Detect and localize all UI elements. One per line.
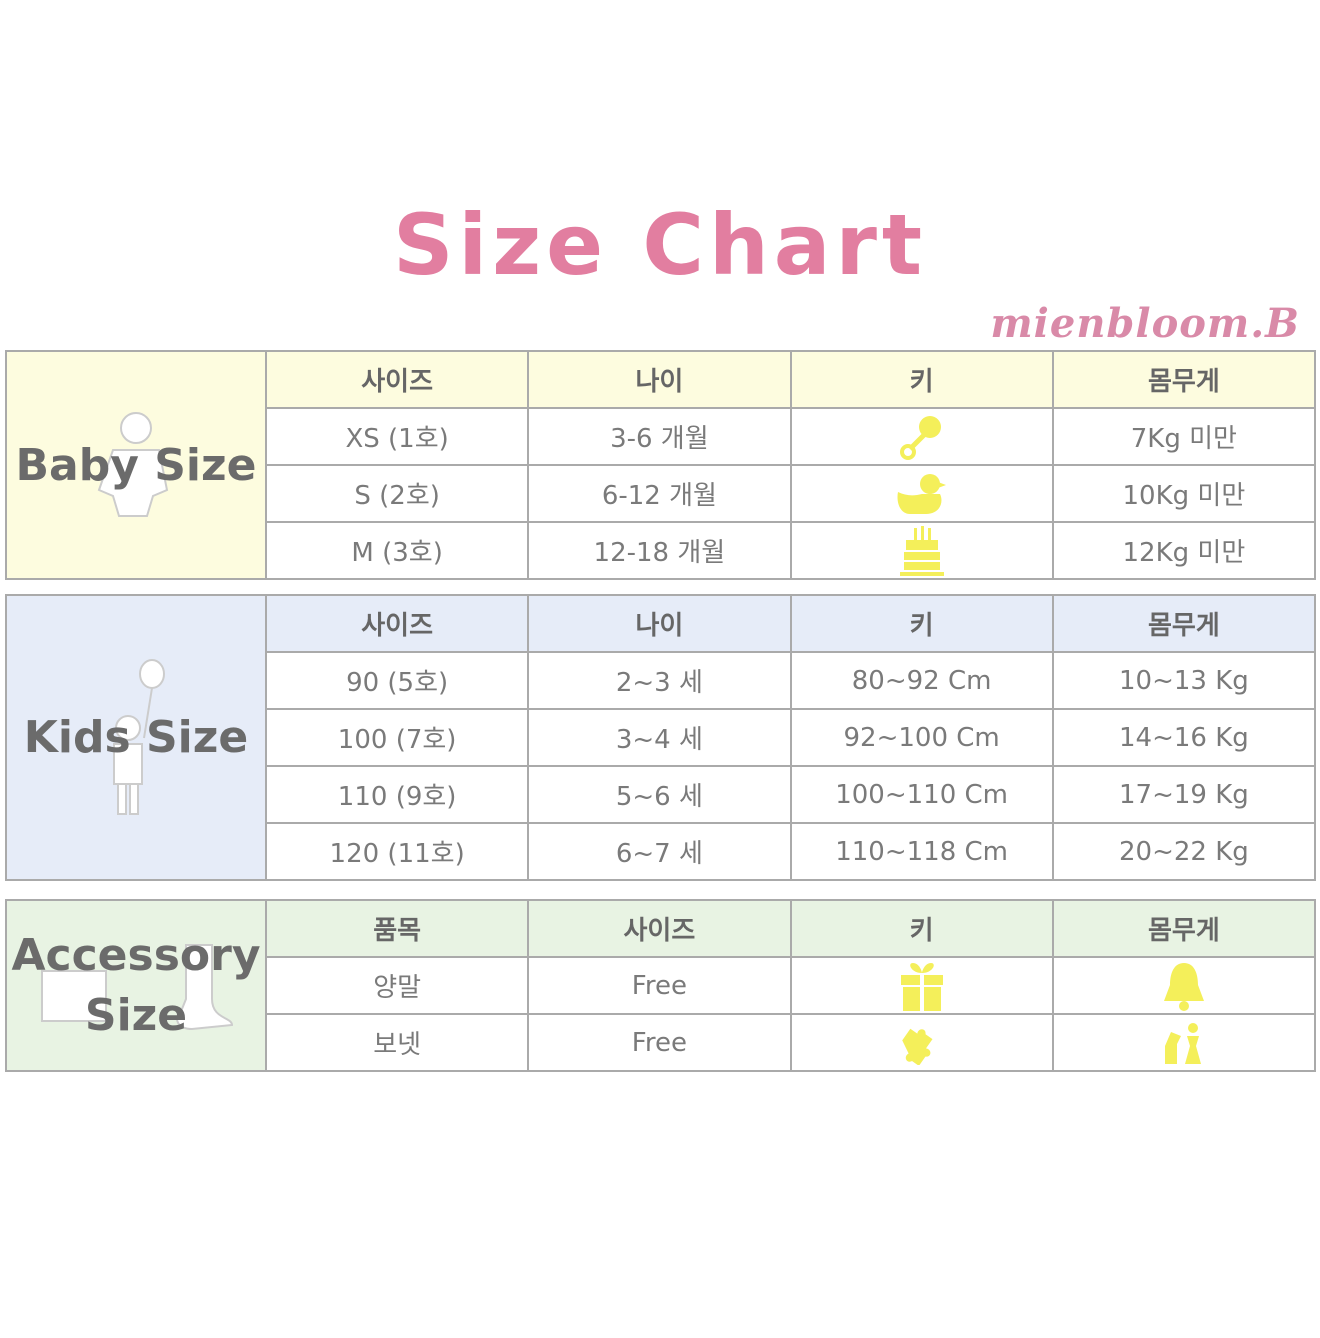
- header-weight: 몸무게: [1051, 899, 1317, 958]
- height-cell: 80~92 Cm: [789, 651, 1054, 710]
- brand-logo: mienbloom.B: [990, 300, 1300, 347]
- baby-size-label: Baby Size: [15, 439, 257, 491]
- item-cell: 양말: [264, 956, 530, 1015]
- weight-cell: 10Kg 미만: [1051, 464, 1317, 523]
- table-row: 90 (5호) 2~3 세 80~92 Cm 10~13 Kg: [6, 651, 1317, 710]
- weight-cell: [1051, 1013, 1317, 1072]
- size-cell: Free: [527, 956, 792, 1015]
- weight-cell: 17~19 Kg: [1051, 765, 1317, 824]
- header-item: 품목: [264, 899, 530, 958]
- header-age: 나이: [527, 594, 792, 653]
- height-cell: 100~110 Cm: [789, 765, 1054, 824]
- accessory-size-label-cell: Accessory Size: [5, 899, 267, 1072]
- item-cell: 보넷: [264, 1013, 530, 1072]
- accessory-size-label-line1: Accessory: [11, 929, 261, 981]
- header-height: 키: [789, 350, 1054, 409]
- header-size: 사이즈: [264, 350, 530, 409]
- age-cell: 3-6 개월: [527, 407, 792, 466]
- birthday-cake-icon: [899, 525, 944, 576]
- size-cell: Free: [527, 1013, 792, 1072]
- table-row: S (2호) 6-12 개월 10Kg 미만: [6, 464, 1317, 523]
- table-row: M (3호) 12-18 개월 12Kg 미만: [6, 521, 1317, 580]
- weight-cell: 10~13 Kg: [1051, 651, 1317, 710]
- accessory-size-label-line2: Size: [84, 989, 188, 1041]
- height-cell: [789, 407, 1054, 466]
- rubber-duck-icon: [897, 473, 946, 514]
- baby-size-label-cell: Baby Size: [5, 350, 267, 580]
- table-row: 보넷 Free: [6, 1013, 1317, 1072]
- table-row: 양말 Free: [6, 956, 1317, 1015]
- bell-icon: [1163, 962, 1204, 1011]
- puzzle-piece-icon: [901, 1028, 933, 1066]
- table-row: XS (1호) 3-6 개월 7Kg 미만: [6, 407, 1317, 466]
- size-cell: XS (1호): [264, 407, 530, 466]
- height-cell: 110~118 Cm: [789, 822, 1054, 881]
- height-cell: 92~100 Cm: [789, 708, 1054, 767]
- weight-cell: 14~16 Kg: [1051, 708, 1317, 767]
- weight-cell: 7Kg 미만: [1051, 407, 1317, 466]
- baby-silhouette-icon: [97, 412, 169, 517]
- table-row: 120 (11호) 6~7 세 110~118 Cm 20~22 Kg: [6, 822, 1317, 881]
- height-cell: [789, 956, 1054, 1015]
- age-cell: 6-12 개월: [527, 464, 792, 523]
- age-cell: 5~6 세: [527, 765, 792, 824]
- header-weight: 몸무게: [1051, 350, 1317, 409]
- baby-size-table: Baby Size 사이즈 나이 키 몸무게 XS (1호) 3-6 개월 7K…: [5, 350, 1317, 580]
- size-cell: M (3호): [264, 521, 530, 580]
- accessory-size-table: Accessory Size 품목 사이즈 키 몸무게 양말 Free 보넷 F…: [5, 899, 1317, 1072]
- size-cell: 110 (9호): [264, 765, 530, 824]
- rattle-icon: [899, 415, 941, 460]
- header-height: 키: [789, 594, 1054, 653]
- height-cell: [789, 1013, 1054, 1072]
- age-cell: 2~3 세: [527, 651, 792, 710]
- size-cell: S (2호): [264, 464, 530, 523]
- age-cell: 6~7 세: [527, 822, 792, 881]
- size-cell: 90 (5호): [264, 651, 530, 710]
- kids-size-label: Kids Size: [23, 712, 249, 763]
- header-size: 사이즈: [527, 899, 792, 958]
- kids-size-label-cell: Kids Size: [5, 594, 267, 881]
- kids-size-table: Kids Size 사이즈 나이 키 몸무게 90 (5호) 2~3 세 80~92…: [5, 594, 1317, 881]
- size-cell: 120 (11호): [264, 822, 530, 881]
- weight-cell: 20~22 Kg: [1051, 822, 1317, 881]
- header-weight: 몸무게: [1051, 594, 1317, 653]
- header-age: 나이: [527, 350, 792, 409]
- weight-cell: 12Kg 미만: [1051, 521, 1317, 580]
- page-title: Size Chart: [392, 196, 928, 294]
- age-cell: 12-18 개월: [527, 521, 792, 580]
- child-with-balloon-icon: [113, 658, 165, 815]
- height-cell: [789, 464, 1054, 523]
- table-row: 110 (9호) 5~6 세 100~110 Cm 17~19 Kg: [6, 765, 1317, 824]
- chess-pieces-icon: [1164, 1022, 1201, 1064]
- size-cell: 100 (7호): [264, 708, 530, 767]
- header-height: 키: [789, 899, 1054, 958]
- height-cell: [789, 521, 1054, 580]
- table-row: 100 (7호) 3~4 세 92~100 Cm 14~16 Kg: [6, 708, 1317, 767]
- sock-and-hat-icon: [41, 943, 234, 1030]
- header-size: 사이즈: [264, 594, 530, 653]
- weight-cell: [1051, 956, 1317, 1015]
- age-cell: 3~4 세: [527, 708, 792, 767]
- gift-box-icon: [900, 962, 943, 1011]
